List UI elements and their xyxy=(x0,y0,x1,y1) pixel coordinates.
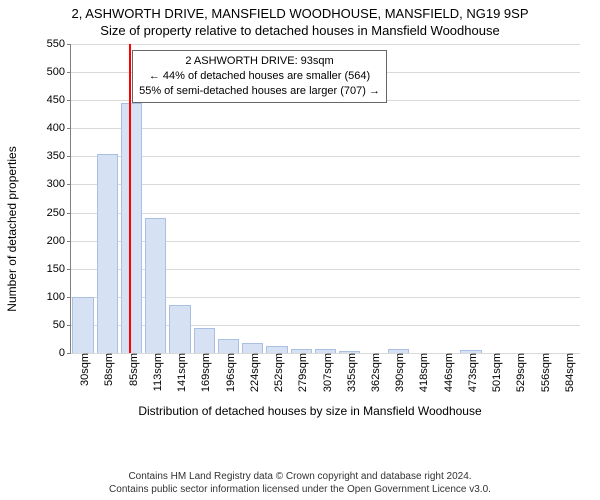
y-tick-label: 150 xyxy=(47,263,71,275)
y-tick-label: 100 xyxy=(47,291,71,303)
x-tick-label: 446sqm xyxy=(443,353,455,392)
x-tick-label: 113sqm xyxy=(152,353,164,391)
grid-line xyxy=(71,213,580,214)
histogram-bar xyxy=(72,297,93,353)
x-axis-caption: Distribution of detached houses by size … xyxy=(30,404,590,418)
y-tick-label: 0 xyxy=(59,347,71,359)
property-marker-line xyxy=(129,44,131,353)
x-tick-label: 141sqm xyxy=(176,353,188,392)
y-tick-label: 200 xyxy=(47,235,71,247)
x-tick-label: 58sqm xyxy=(103,353,115,386)
x-tick-label: 473sqm xyxy=(467,353,479,392)
y-tick-label: 50 xyxy=(53,319,71,331)
footer-line-1: Contains HM Land Registry data © Crown c… xyxy=(0,470,600,483)
histogram-bar xyxy=(242,343,263,353)
histogram-bar xyxy=(218,339,239,353)
histogram-bar xyxy=(145,218,166,353)
callout-line: 2 ASHWORTH DRIVE: 93sqm xyxy=(139,54,380,69)
y-tick-label: 350 xyxy=(47,150,71,162)
callout-line: ← 44% of detached houses are smaller (56… xyxy=(139,69,380,84)
plot-area: 05010015020025030035040045050055030sqm58… xyxy=(70,44,580,354)
x-tick-label: 196sqm xyxy=(225,353,237,392)
x-tick-label: 501sqm xyxy=(491,353,503,392)
grid-line xyxy=(71,128,580,129)
grid-line xyxy=(71,184,580,185)
grid-line xyxy=(71,44,580,45)
x-tick-label: 307sqm xyxy=(322,353,334,392)
x-tick-label: 418sqm xyxy=(418,353,430,392)
footer-attribution: Contains HM Land Registry data © Crown c… xyxy=(0,470,600,496)
grid-line xyxy=(71,156,580,157)
y-tick-label: 300 xyxy=(47,178,71,190)
histogram-bar xyxy=(169,305,190,353)
x-tick-label: 169sqm xyxy=(200,353,212,392)
y-tick-label: 550 xyxy=(47,38,71,50)
x-tick-label: 556sqm xyxy=(540,353,552,392)
callout-line: 55% of semi-detached houses are larger (… xyxy=(139,84,380,99)
histogram-bar xyxy=(97,154,118,353)
histogram-bar xyxy=(266,346,287,353)
footer-line-2: Contains public sector information licen… xyxy=(0,483,600,496)
x-tick-label: 584sqm xyxy=(564,353,576,392)
property-callout: 2 ASHWORTH DRIVE: 93sqm← 44% of detached… xyxy=(132,50,387,103)
x-tick-label: 390sqm xyxy=(394,353,406,392)
y-tick-label: 250 xyxy=(47,207,71,219)
page-title-sub: Size of property relative to detached ho… xyxy=(0,21,600,38)
histogram-bar xyxy=(121,103,142,353)
x-tick-label: 252sqm xyxy=(273,353,285,392)
histogram-bar xyxy=(194,328,215,353)
x-tick-label: 529sqm xyxy=(515,353,527,392)
y-axis-label: Number of detached properties xyxy=(5,146,19,311)
chart-container: Number of detached properties 0501001502… xyxy=(30,44,590,414)
y-tick-label: 400 xyxy=(47,122,71,134)
x-tick-label: 85sqm xyxy=(128,353,140,386)
page-title-address: 2, ASHWORTH DRIVE, MANSFIELD WOODHOUSE, … xyxy=(0,0,600,21)
x-tick-label: 30sqm xyxy=(79,353,91,386)
x-tick-label: 362sqm xyxy=(370,353,382,392)
y-tick-label: 500 xyxy=(47,66,71,78)
x-tick-label: 224sqm xyxy=(249,353,261,392)
x-tick-label: 335sqm xyxy=(346,353,358,392)
y-tick-label: 450 xyxy=(47,94,71,106)
x-tick-label: 279sqm xyxy=(297,353,309,392)
